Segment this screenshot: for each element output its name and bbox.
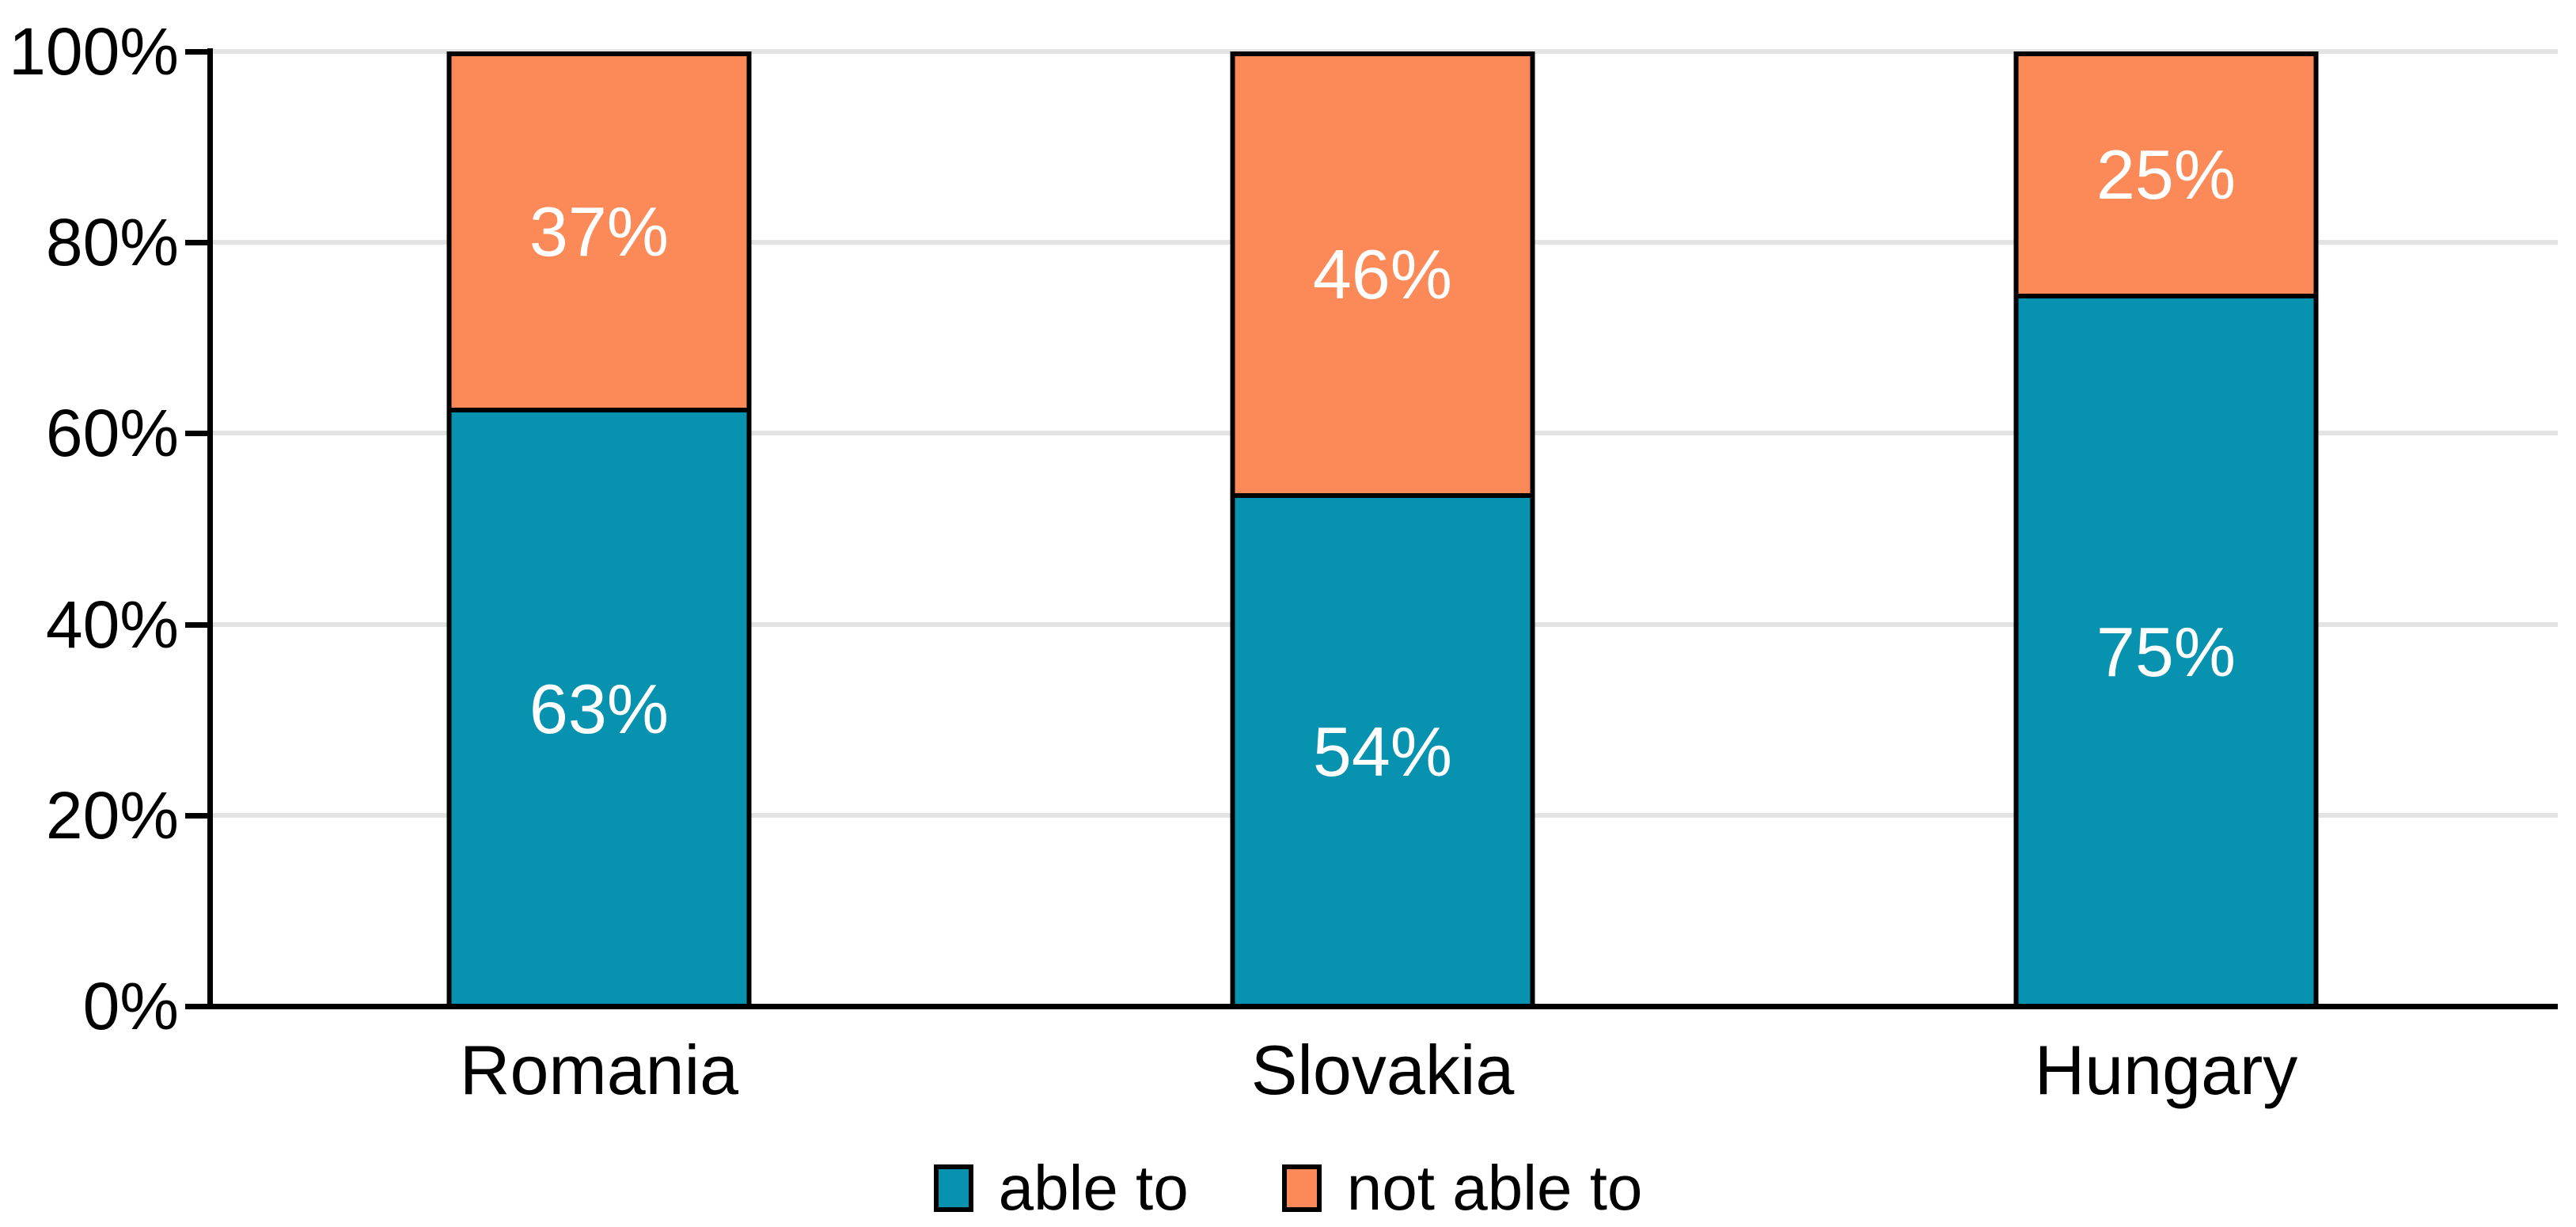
x-axis-category-labels: Romania Slovakia Hungary bbox=[207, 1035, 2558, 1105]
bars-group: 37% 63% 46% 54% 25% 75% bbox=[207, 51, 2558, 1006]
value-label-slovakia-not-able-to: 46% bbox=[1312, 235, 1453, 313]
legend-swatch-icon-able-to bbox=[933, 1164, 973, 1212]
plot-area: 37% 63% 46% 54% 25% 75% bbox=[207, 49, 2558, 1006]
y-tick-mark-80- bbox=[185, 240, 207, 246]
legend-item-not-able-to: not able to bbox=[1281, 1153, 1643, 1223]
y-tick-mark-100- bbox=[185, 49, 207, 55]
bar-romania: 37% 63% bbox=[446, 51, 752, 1006]
bar-romania-segment-able-to: 63% bbox=[451, 408, 747, 1006]
bar-column-hungary: 25% 75% bbox=[1774, 51, 2558, 1006]
y-tick-mark-0- bbox=[185, 1004, 207, 1009]
y-tick-label-60-: 60% bbox=[45, 396, 179, 471]
legend-label-not-able-to: not able to bbox=[1346, 1153, 1643, 1223]
y-tick-mark-60- bbox=[185, 431, 207, 437]
legend: able to not able to bbox=[0, 1149, 2576, 1227]
legend-label-able-to: able to bbox=[998, 1153, 1189, 1223]
x-category-label-hungary: Hungary bbox=[2034, 1031, 2298, 1109]
legend-swatch-icon-not-able-to bbox=[1281, 1164, 1322, 1212]
y-axis-line bbox=[207, 48, 213, 1009]
y-tick-mark-20- bbox=[185, 812, 207, 819]
y-tick-label-100-: 100% bbox=[9, 14, 179, 89]
bar-hungary: 25% 75% bbox=[2013, 51, 2319, 1006]
bar-column-romania: 37% 63% bbox=[207, 51, 991, 1006]
y-tick-label-80-: 80% bbox=[45, 205, 179, 280]
bar-slovakia-segment-not-able-to: 46% bbox=[1235, 56, 1531, 493]
y-tick-label-0-: 0% bbox=[82, 969, 179, 1043]
x-category-label-romania: Romania bbox=[459, 1031, 739, 1109]
value-label-romania-not-able-to: 37% bbox=[529, 192, 670, 271]
value-label-hungary-not-able-to: 25% bbox=[2096, 135, 2236, 214]
value-label-romania-able-to: 63% bbox=[529, 670, 670, 748]
x-category-label-slovakia: Slovakia bbox=[1250, 1031, 1515, 1109]
bar-column-slovakia: 46% 54% bbox=[991, 51, 1774, 1006]
bar-hungary-segment-able-to: 75% bbox=[2018, 294, 2314, 1006]
legend-item-able-to: able to bbox=[933, 1153, 1189, 1223]
y-tick-label-40-: 40% bbox=[45, 587, 179, 662]
y-tick-label-20-: 20% bbox=[45, 777, 179, 853]
y-tick-mark-40- bbox=[185, 621, 207, 628]
bar-slovakia: 46% 54% bbox=[1230, 51, 1535, 1006]
x-axis-line bbox=[185, 1004, 2558, 1009]
value-label-hungary-able-to: 75% bbox=[2096, 613, 2236, 691]
bar-slovakia-segment-able-to: 54% bbox=[1235, 493, 1531, 1006]
bar-romania-segment-not-able-to: 37% bbox=[451, 56, 747, 408]
bar-hungary-segment-not-able-to: 25% bbox=[2018, 56, 2314, 294]
value-label-slovakia-able-to: 54% bbox=[1312, 712, 1453, 791]
